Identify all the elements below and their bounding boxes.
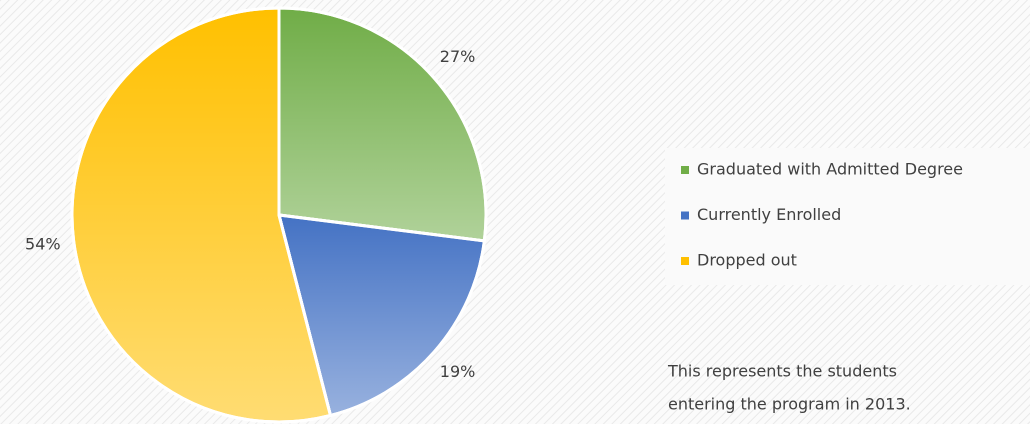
data-label: 54% — [25, 234, 61, 253]
slice-shine — [276, 213, 487, 418]
legend-swatch — [681, 211, 689, 220]
legend-box — [665, 148, 1030, 285]
note: entering the program in 2013. — [668, 395, 911, 414]
data-label: 19% — [440, 362, 476, 381]
pie: 27% 19% 54% — [25, 6, 488, 424]
legend-swatch — [681, 257, 689, 265]
slice-shine — [70, 6, 333, 424]
slice-shine — [277, 6, 488, 243]
legend-label: Graduated with Admitted Degree — [697, 160, 963, 179]
data-label: 27% — [440, 47, 476, 66]
legend-label: Currently Enrolled — [697, 205, 841, 224]
legend-label: Dropped out — [697, 251, 797, 270]
note: This represents the students — [667, 362, 897, 381]
legend: Graduated with Admitted Degree Currently … — [681, 160, 963, 270]
legend-swatch — [681, 166, 689, 174]
